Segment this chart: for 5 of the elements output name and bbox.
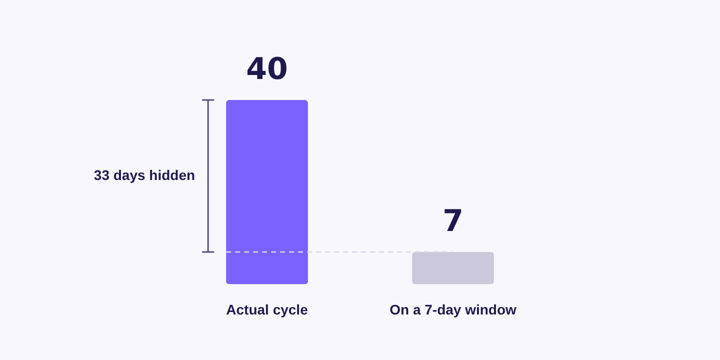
text: 33 days hidden [94,166,196,183]
x-tick-label: Actual cycle [226,301,308,318]
data-label: 7 [442,204,464,239]
x-tick-label: On a 7-day window [390,301,517,318]
data-label: 40 [246,52,288,87]
